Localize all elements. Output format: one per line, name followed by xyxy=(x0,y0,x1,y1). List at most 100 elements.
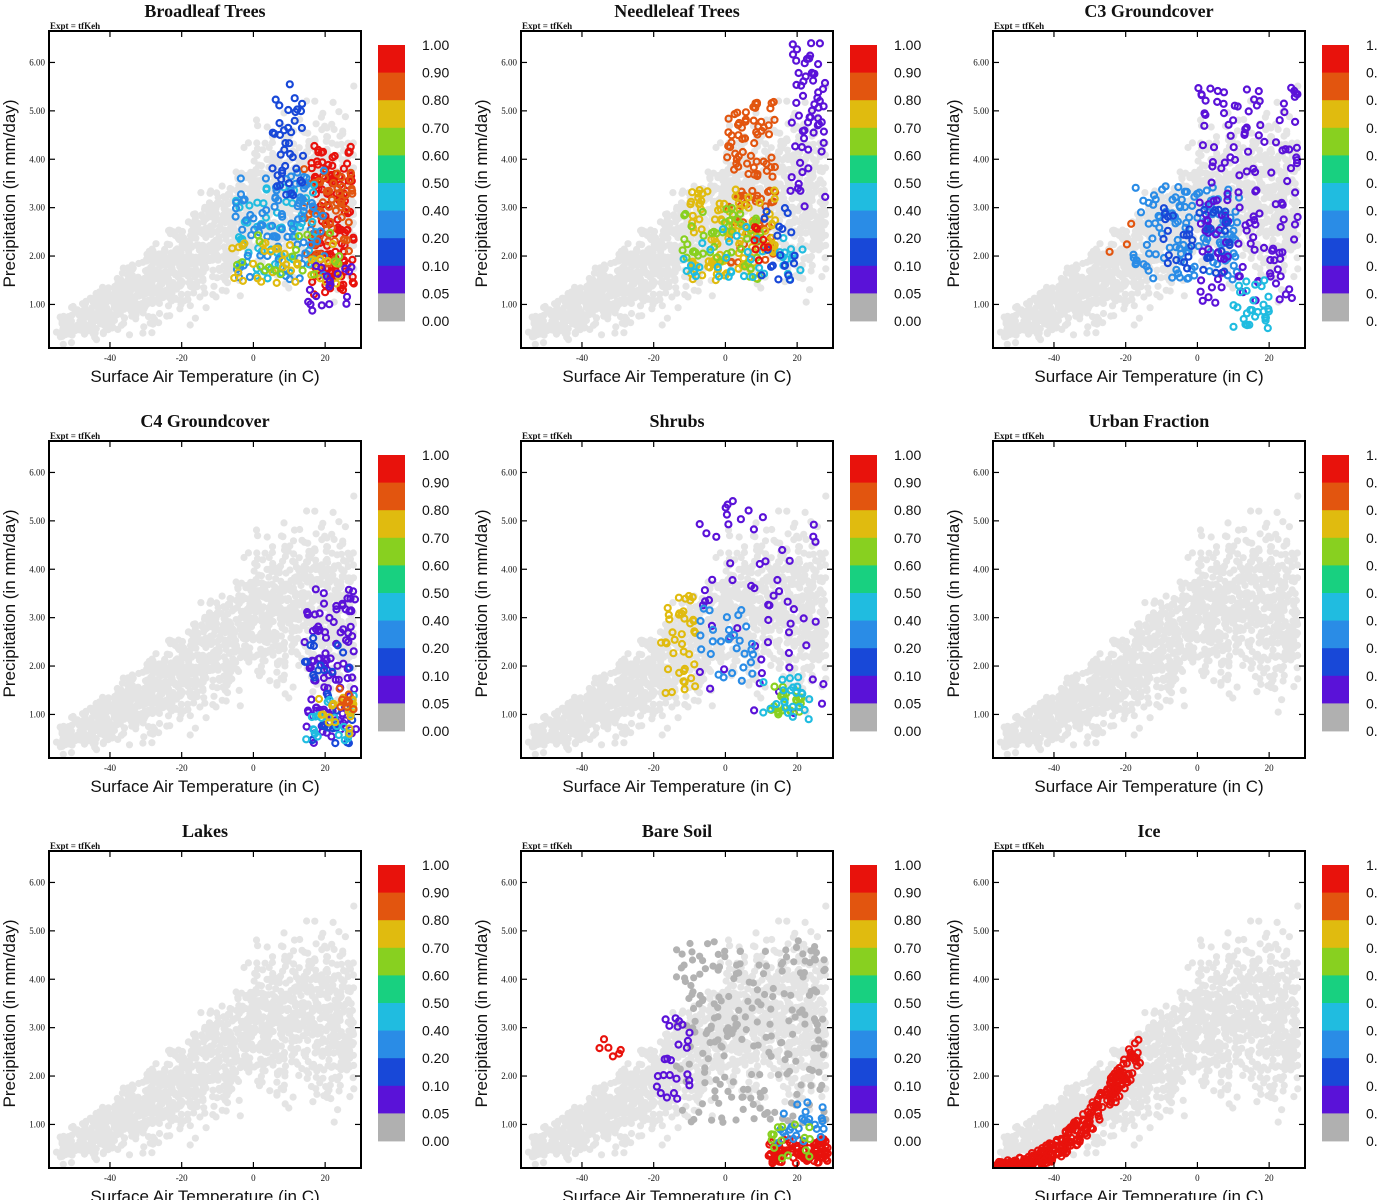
scatter-point xyxy=(280,249,289,258)
scatter-point-background xyxy=(202,304,210,312)
scatter-point xyxy=(792,80,801,90)
scatter-point-background xyxy=(95,306,103,314)
scatter-point xyxy=(750,139,759,148)
scatter-point xyxy=(795,158,805,167)
scatter-point-background xyxy=(99,328,107,337)
scatter-point xyxy=(346,175,355,184)
scatter-point xyxy=(788,50,798,59)
scatter-point-background xyxy=(592,314,601,322)
scatter-point-background xyxy=(132,315,140,323)
scatter-point xyxy=(751,103,760,112)
scatter-point-background xyxy=(79,317,87,325)
scatter-point xyxy=(754,263,764,272)
scatter-point xyxy=(774,275,783,284)
colorbar-label: 1.00 xyxy=(422,37,449,53)
scatter-point xyxy=(293,202,302,211)
scatter-point xyxy=(787,173,796,182)
scatter-point-background xyxy=(1110,312,1118,320)
scatter-point xyxy=(261,266,270,275)
colorbar-swatch xyxy=(850,293,877,322)
scatter-point-background xyxy=(268,155,276,163)
scatter-point xyxy=(312,261,321,271)
y-tick-label: 4.00 xyxy=(29,154,45,164)
scatter-point-background xyxy=(232,168,240,176)
scatter-point-background xyxy=(681,221,690,229)
scatter-point xyxy=(249,259,258,268)
scatter-point-background xyxy=(140,323,148,331)
scatter-point-background xyxy=(711,184,719,192)
scatter-point-background xyxy=(169,250,177,259)
colorbar-swatch xyxy=(378,100,405,129)
scatter-point xyxy=(695,215,704,224)
scatter-point xyxy=(815,39,825,48)
scatter-point-background xyxy=(795,229,803,237)
x-tick-label: -40 xyxy=(104,353,116,363)
colorbar-label: 0.70 xyxy=(894,120,921,136)
scatter-point xyxy=(297,123,306,133)
scatter-point xyxy=(276,270,285,279)
scatter-point-background xyxy=(1274,229,1282,237)
scatter-point-background xyxy=(224,190,232,198)
scatter-point xyxy=(799,77,808,86)
scatter-point-background xyxy=(59,325,67,333)
scatter-point-background xyxy=(199,241,207,249)
scatter-point-background xyxy=(612,323,620,331)
scatter-point xyxy=(275,181,285,190)
scatter-point-background xyxy=(808,261,816,270)
scatter-point-background xyxy=(813,234,821,242)
scatter-point xyxy=(308,217,317,226)
scatter-point-background xyxy=(627,252,636,261)
scatter-point-background xyxy=(690,286,698,294)
scatter-point xyxy=(337,213,346,222)
scatter-point-background xyxy=(218,286,226,294)
colorbar-label: 0.20 xyxy=(894,230,921,246)
scatter-point-background xyxy=(75,311,83,319)
scatter-point-background xyxy=(1058,325,1066,333)
y-tick-label: 6.00 xyxy=(29,57,45,67)
scatter-point xyxy=(688,218,697,227)
scatter-point xyxy=(814,120,824,129)
scatter-point-background xyxy=(133,300,141,308)
scatter-point-background xyxy=(193,224,201,232)
scatter-point-background xyxy=(743,176,751,184)
scatter-point-background xyxy=(577,307,585,315)
scatter-point-background xyxy=(1285,113,1293,121)
scatter-point xyxy=(780,261,790,270)
scatter-point-background xyxy=(212,238,220,246)
scatter-point xyxy=(281,139,290,148)
colorbar-label: 0.80 xyxy=(422,92,449,108)
scatter-point xyxy=(263,274,272,283)
scatter-point-background xyxy=(252,206,260,214)
scatter-point xyxy=(329,179,338,188)
scatter-point xyxy=(287,219,296,228)
scatter-point xyxy=(817,147,826,156)
scatter-point-background xyxy=(776,129,784,137)
colorbar-swatch xyxy=(850,238,877,267)
scatter-point-background xyxy=(821,219,830,227)
scatter-point xyxy=(737,245,746,254)
scatter-point-background xyxy=(197,189,205,197)
colorbar-label: 0.90 xyxy=(894,65,921,81)
scatter-point xyxy=(342,299,351,308)
scatter-point xyxy=(804,145,813,154)
scatter-point-background xyxy=(66,317,74,325)
scatter-point-background xyxy=(663,314,672,322)
scatter-point-background xyxy=(182,261,190,269)
scatter-point xyxy=(793,184,803,193)
scatter-point xyxy=(723,153,732,162)
scatter-point-background xyxy=(244,185,252,193)
scatter-point xyxy=(727,268,736,277)
scatter-point-background xyxy=(674,304,682,312)
scatter-point xyxy=(273,171,282,180)
scatter-point-background xyxy=(304,129,312,137)
scatter-point xyxy=(776,251,785,260)
scatter-point-background xyxy=(95,288,103,296)
scatter-point-background xyxy=(177,290,185,298)
scatter-point-background xyxy=(822,265,830,273)
scatter-point xyxy=(260,246,269,255)
scatter-point-background xyxy=(531,325,539,333)
scatter-point-background xyxy=(253,169,261,177)
scatter-point xyxy=(291,107,300,117)
scatter-point-background xyxy=(85,311,93,319)
